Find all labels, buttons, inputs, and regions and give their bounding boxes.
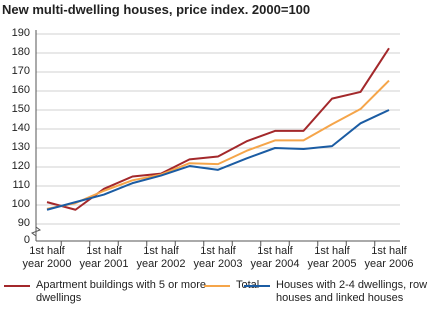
line (46, 79, 390, 210)
y-tick-label: 180 (11, 46, 30, 58)
y-tick-label: 140 (11, 122, 30, 134)
x-tick-label: 1st half year 2001 (79, 245, 129, 270)
y-tick-label: 90 (17, 217, 30, 229)
chart-title: New multi-dwelling houses, price index. … (2, 2, 311, 17)
y-tick-label: 100 (11, 198, 30, 210)
legend-swatch (204, 285, 230, 287)
legend-swatch (4, 285, 30, 287)
legend-swatch (244, 285, 270, 287)
y-tick-label: 110 (12, 179, 30, 191)
line (46, 109, 390, 211)
x-tick-label: 1st half year 2004 (250, 245, 300, 270)
y-tick-label: 160 (11, 84, 30, 96)
legend-label: Houses with 2-4 dwellings, row houses an… (276, 279, 428, 304)
x-tick-label: 1st half year 2005 (307, 245, 357, 270)
x-tick-label: 1st half year 2000 (22, 245, 72, 270)
y-tick-label: 120 (11, 160, 30, 172)
x-tick-label: 1st half year 2006 (364, 245, 414, 270)
y-tick-label: 170 (11, 65, 30, 77)
legend-label: Apartment buildings with 5 or more dwell… (36, 279, 206, 304)
x-tick-label: 1st half year 2003 (193, 245, 243, 270)
y-tick-label: 0 (23, 234, 30, 246)
x-tick-label: 1st half year 2002 (136, 245, 186, 270)
y-tick-label: 130 (11, 141, 30, 153)
y-tick-label: 190 (11, 27, 30, 39)
y-tick-label: 150 (11, 103, 30, 115)
line (46, 47, 390, 211)
